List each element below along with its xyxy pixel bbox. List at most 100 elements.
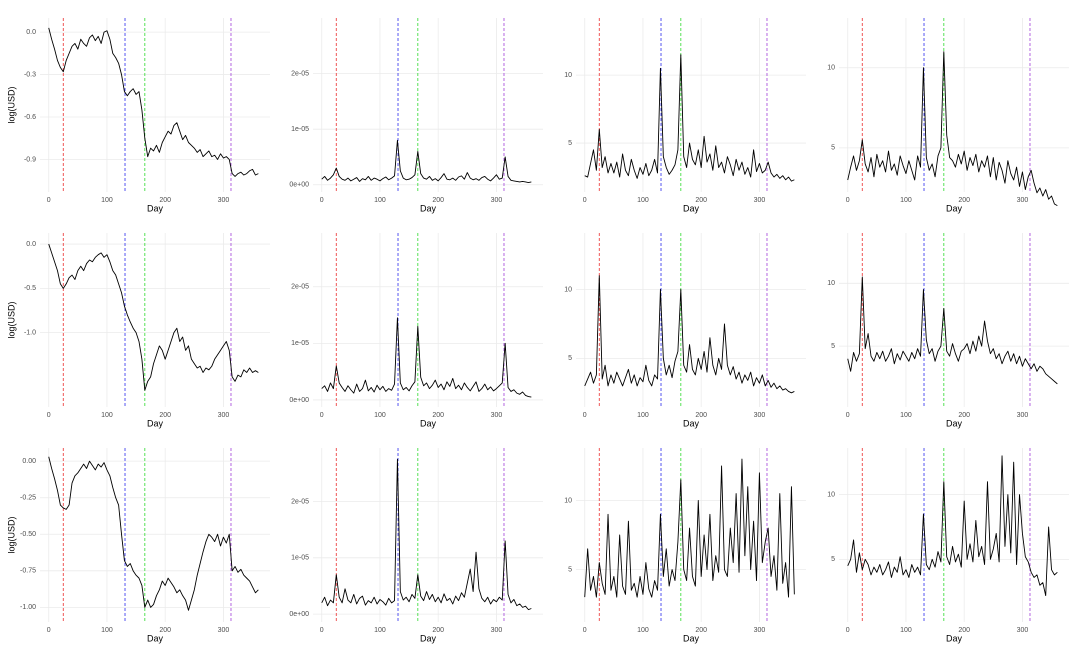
x-axis-title: Day (683, 418, 700, 428)
y-axis-title: log(USD) (6, 516, 16, 553)
x-axis-title: Day (683, 203, 700, 213)
y-tick-label: 10 (564, 72, 572, 79)
x-tick-label: 100 (900, 412, 912, 419)
series-line (584, 275, 795, 394)
y-tick-label: 5 (568, 140, 572, 147)
x-tick-label: 300 (491, 412, 503, 419)
y-tick-label: 10 (564, 497, 572, 504)
x-tick-label: 300 (491, 627, 503, 634)
x-tick-label: 100 (101, 197, 113, 204)
y-axis-title: log(USD) (6, 86, 16, 123)
series-line (847, 455, 1058, 597)
x-axis-title: Day (420, 203, 437, 213)
x-tick-label: 100 (374, 197, 386, 204)
series-line (48, 27, 259, 177)
x-tick-label: 300 (754, 197, 766, 204)
x-tick-label: 200 (958, 197, 970, 204)
x-axis-title: Day (946, 633, 963, 643)
x-axis-title: Day (946, 203, 963, 213)
y-tick-label: 0.00 (22, 458, 36, 465)
x-tick-label: 100 (374, 627, 386, 634)
x-axis-title: Day (147, 203, 164, 213)
series-line (321, 139, 532, 183)
x-tick-label: 0 (583, 197, 587, 204)
x-tick-label: 200 (159, 197, 171, 204)
x-tick-label: 100 (900, 197, 912, 204)
x-tick-label: 300 (1017, 197, 1029, 204)
y-tick-label: 5 (831, 145, 835, 152)
y-tick-label: 10 (827, 280, 835, 287)
x-tick-label: 100 (637, 627, 649, 634)
x-tick-label: 100 (900, 627, 912, 634)
x-tick-label: 0 (320, 197, 324, 204)
x-tick-label: 200 (695, 412, 707, 419)
x-tick-label: 100 (101, 412, 113, 419)
x-tick-label: 200 (159, 627, 171, 634)
series-line (584, 458, 795, 598)
y-tick-label: -0.9 (24, 156, 36, 163)
y-tick-label: 2e-05 (291, 498, 309, 505)
x-axis-title: Day (683, 633, 700, 643)
y-tick-label: 5 (831, 343, 835, 350)
y-tick-label: -0.25 (20, 495, 36, 502)
y-tick-label: -0.3 (24, 71, 36, 78)
y-tick-label: -1.0 (24, 329, 36, 336)
x-tick-label: 0 (583, 412, 587, 419)
y-tick-label: 0.0 (26, 241, 36, 248)
y-tick-label: 1e-05 (291, 555, 309, 562)
x-tick-label: 200 (695, 197, 707, 204)
x-axis-title: Day (147, 418, 164, 428)
x-tick-label: 300 (1017, 412, 1029, 419)
x-axis-title: Day (420, 633, 437, 643)
y-tick-label: -0.50 (20, 531, 36, 538)
y-tick-label: 5 (568, 355, 572, 362)
series-line (847, 276, 1058, 385)
x-tick-label: 200 (432, 197, 444, 204)
x-tick-label: 200 (159, 412, 171, 419)
x-tick-label: 0 (846, 197, 850, 204)
x-tick-label: 0 (846, 412, 850, 419)
x-tick-label: 300 (754, 412, 766, 419)
series-line (584, 54, 795, 182)
x-axis-title: Day (420, 418, 437, 428)
x-tick-label: 0 (320, 627, 324, 634)
x-tick-label: 100 (637, 197, 649, 204)
y-tick-label: 2e-05 (291, 284, 309, 291)
y-tick-label: 2e-05 (291, 70, 309, 77)
y-tick-label: 5 (568, 566, 572, 573)
series-line (847, 51, 1058, 207)
x-tick-label: 200 (695, 627, 707, 634)
x-tick-label: 200 (432, 627, 444, 634)
x-tick-label: 300 (491, 197, 503, 204)
y-tick-label: 0e+00 (289, 182, 309, 189)
y-tick-label: 5 (831, 556, 835, 563)
series-line (321, 317, 532, 398)
series-line (48, 456, 259, 611)
series-line (321, 458, 532, 611)
x-tick-label: 0 (320, 412, 324, 419)
y-tick-label: 10 (564, 286, 572, 293)
x-tick-label: 300 (218, 627, 230, 634)
y-tick-label: 0e+00 (289, 611, 309, 618)
y-tick-label: 0.0 (26, 29, 36, 36)
x-tick-label: 200 (958, 412, 970, 419)
series-line (48, 243, 259, 391)
x-tick-label: 0 (47, 412, 51, 419)
x-tick-label: 300 (1017, 627, 1029, 634)
y-axis-title: log(USD) (6, 301, 16, 338)
y-tick-label: 1e-05 (291, 340, 309, 347)
y-tick-label: -0.6 (24, 114, 36, 121)
x-tick-label: 0 (47, 627, 51, 634)
x-tick-label: 200 (432, 412, 444, 419)
y-tick-label: 1e-05 (291, 126, 309, 133)
x-tick-label: 300 (218, 197, 230, 204)
x-axis-title: Day (147, 633, 164, 643)
x-tick-label: 100 (637, 412, 649, 419)
x-tick-label: 0 (583, 627, 587, 634)
y-tick-label: 10 (827, 65, 835, 72)
x-axis-title: Day (946, 418, 963, 428)
x-tick-label: 100 (374, 412, 386, 419)
y-tick-label: -1.00 (20, 604, 36, 611)
